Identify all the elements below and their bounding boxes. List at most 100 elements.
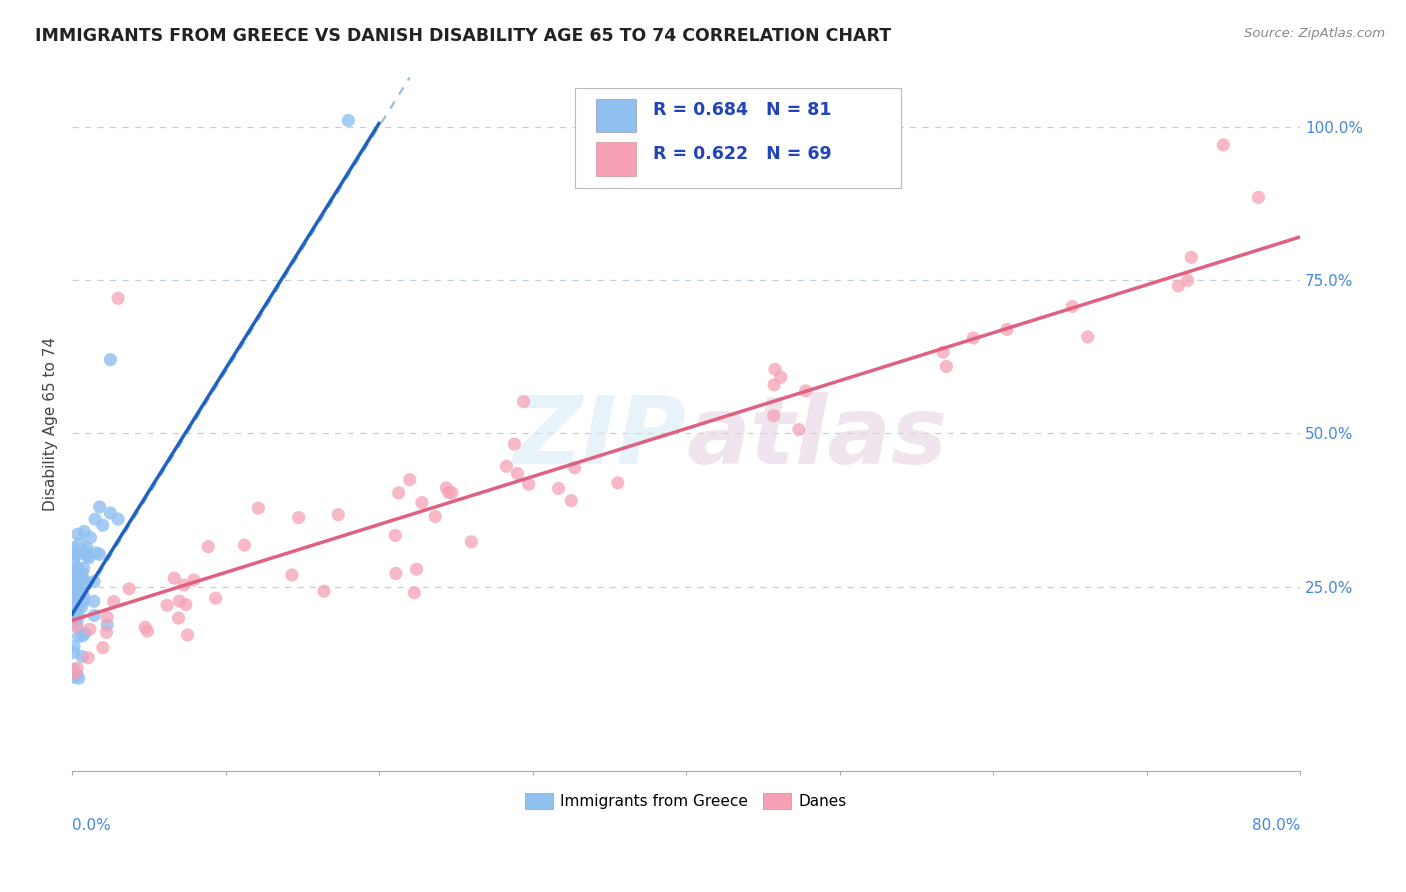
Point: [169, 594, 191, 608]
Point: [404, 585, 426, 599]
Point: [77, 650, 100, 665]
Point: [66, 597, 89, 611]
Y-axis label: Disability Age 65 to 74: Disability Age 65 to 74: [44, 337, 58, 511]
Point: [77, 550, 100, 565]
Point: [63, 640, 86, 654]
Text: 80.0%: 80.0%: [1251, 818, 1301, 833]
Point: [107, 291, 129, 305]
Point: [547, 482, 569, 496]
Point: [66, 591, 89, 606]
Point: [560, 493, 582, 508]
Point: [79, 622, 101, 636]
Point: [62, 565, 84, 579]
Point: [72, 575, 94, 590]
Point: [962, 331, 984, 345]
Point: [281, 568, 304, 582]
Point: [405, 562, 427, 576]
Point: [287, 510, 309, 524]
Point: [1180, 250, 1202, 264]
Point: [65, 590, 87, 604]
Point: [385, 566, 408, 581]
Point: [89, 500, 111, 514]
Point: [67, 630, 90, 644]
Point: [506, 467, 529, 481]
FancyBboxPatch shape: [575, 87, 901, 188]
Point: [65, 584, 87, 599]
Point: [65, 588, 87, 602]
Point: [63, 612, 86, 626]
Point: [63, 591, 86, 606]
Point: [63, 573, 86, 587]
Point: [425, 509, 447, 524]
Point: [65, 566, 87, 581]
Point: [67, 606, 90, 620]
Text: IMMIGRANTS FROM GREECE VS DANISH DISABILITY AGE 65 TO 74 CORRELATION CHART: IMMIGRANTS FROM GREECE VS DANISH DISABIL…: [35, 27, 891, 45]
Point: [1177, 273, 1199, 287]
Point: [247, 501, 270, 516]
Point: [62, 663, 84, 677]
Point: [136, 624, 159, 639]
Point: [62, 553, 84, 567]
Point: [63, 666, 86, 681]
Point: [70, 599, 93, 614]
Point: [932, 345, 955, 359]
Point: [73, 626, 96, 640]
Point: [91, 518, 114, 533]
Point: [411, 495, 433, 509]
Point: [100, 352, 122, 367]
Point: [763, 362, 786, 376]
Point: [96, 610, 118, 624]
Point: [1247, 190, 1270, 204]
Point: [73, 524, 96, 539]
Point: [787, 423, 810, 437]
Point: [67, 590, 90, 604]
Point: [134, 620, 156, 634]
Point: [70, 629, 93, 643]
Point: [86, 546, 108, 560]
Point: [73, 561, 96, 575]
Point: [73, 574, 96, 588]
Point: [233, 538, 256, 552]
Point: [1167, 279, 1189, 293]
Legend: Immigrants from Greece, Danes: Immigrants from Greece, Danes: [519, 787, 853, 815]
Point: [62, 605, 84, 619]
Point: [495, 459, 517, 474]
Point: [66, 561, 89, 575]
Point: [67, 671, 90, 685]
Point: [67, 588, 90, 602]
Point: [72, 594, 94, 608]
Point: [1077, 330, 1099, 344]
Point: [517, 477, 540, 491]
Point: [65, 619, 87, 633]
Point: [66, 573, 89, 587]
Point: [89, 548, 111, 562]
Point: [62, 590, 84, 604]
Point: [460, 534, 482, 549]
Point: [995, 322, 1018, 336]
Point: [606, 475, 628, 490]
Point: [434, 481, 457, 495]
Point: [67, 597, 90, 611]
Point: [75, 545, 97, 559]
Point: [66, 527, 89, 541]
Point: [176, 628, 198, 642]
Point: [66, 582, 89, 597]
Point: [62, 579, 84, 593]
Point: [503, 437, 526, 451]
Point: [384, 528, 406, 542]
Point: [96, 625, 118, 640]
Point: [62, 541, 84, 555]
Point: [156, 599, 179, 613]
Point: [935, 359, 957, 374]
Point: [763, 377, 786, 392]
Point: [69, 537, 91, 551]
Point: [103, 594, 125, 608]
Point: [512, 394, 534, 409]
Point: [183, 573, 205, 587]
Point: [337, 113, 360, 128]
Point: [66, 586, 89, 600]
Bar: [596, 99, 636, 133]
Point: [388, 486, 411, 500]
Point: [65, 584, 87, 599]
Point: [107, 512, 129, 526]
